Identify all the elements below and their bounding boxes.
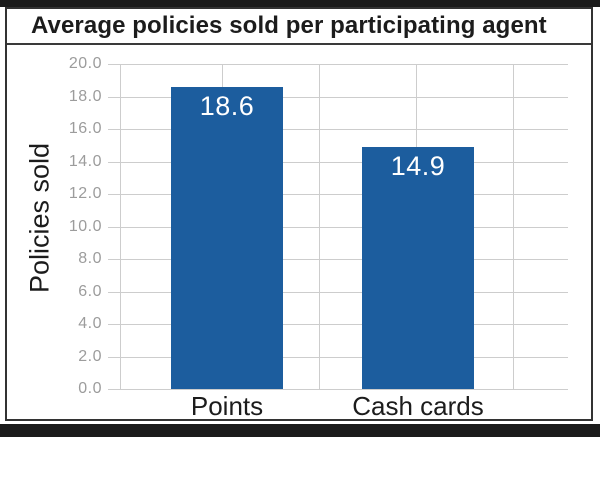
chart-frame: Average policies sold per participating … [5, 7, 593, 421]
top-accent-bar [0, 0, 600, 7]
chart-title: Average policies sold per participating … [31, 12, 547, 39]
bottom-accent-bar [0, 424, 600, 437]
chart-title-bar: Average policies sold per participating … [7, 9, 591, 45]
